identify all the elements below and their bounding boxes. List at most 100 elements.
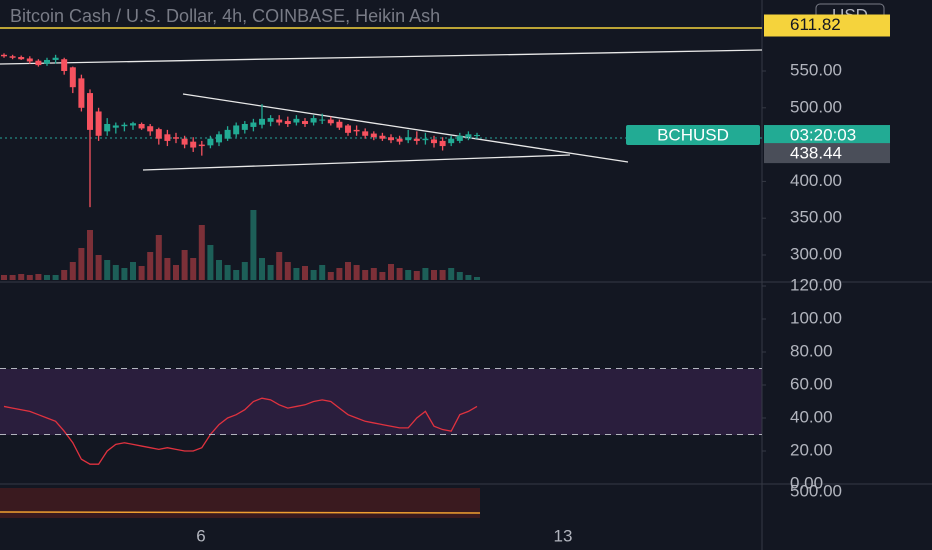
volume-bar	[207, 245, 214, 280]
candle-body	[1, 54, 7, 57]
candle-body	[431, 139, 437, 144]
volume-bar	[121, 268, 128, 280]
candle-body	[216, 134, 222, 143]
candle-body	[267, 118, 274, 122]
rsi-label: 40.00	[790, 407, 833, 426]
volume-bar	[130, 262, 136, 280]
candle-body	[345, 125, 351, 133]
candle-body	[362, 131, 369, 136]
candle-body	[233, 125, 240, 135]
candle-body	[138, 123, 145, 129]
volume-bar	[336, 268, 343, 280]
countdown-badge	[764, 125, 890, 146]
price-label: 350.00	[790, 208, 842, 227]
candle-body	[112, 125, 119, 128]
volume-bar	[284, 262, 291, 280]
volume-bar	[276, 252, 283, 280]
volume-bar	[216, 260, 222, 280]
bottom-pane-label: 500.00	[790, 481, 842, 500]
volume-bar	[353, 265, 360, 280]
candle-body	[121, 124, 128, 127]
volume-bar	[44, 275, 50, 280]
rsi-label: 100.00	[790, 308, 842, 327]
symbol-badge	[626, 125, 760, 146]
volume-bar	[18, 274, 25, 280]
price-label: 550.00	[790, 60, 842, 79]
chart-title: Bitcoin Cash / U.S. Dollar, 4h, COINBASE…	[10, 6, 440, 26]
candle-body	[173, 137, 179, 139]
trend-line	[182, 93, 629, 163]
volume-bar	[26, 275, 33, 280]
bottom-pane-line	[0, 511, 481, 514]
volume-bar	[155, 235, 162, 280]
candle-body	[190, 141, 197, 148]
rsi-line	[3, 397, 478, 465]
volume-bar	[1, 275, 7, 280]
volume-bar	[474, 277, 480, 280]
volume-bar	[405, 270, 412, 280]
candle-body	[164, 134, 171, 141]
volume-bar	[95, 255, 102, 280]
volume-bar	[362, 270, 369, 280]
rsi-label: 20.00	[790, 440, 833, 459]
series	[0, 53, 762, 465]
price-label: 500.00	[790, 97, 842, 116]
volume-bar	[379, 272, 386, 280]
volume-bar	[61, 270, 68, 280]
volume-bar	[456, 272, 463, 280]
rsi-label: 60.00	[790, 374, 833, 393]
volume-bar	[9, 275, 16, 280]
volume-bar	[422, 268, 429, 280]
candle-body	[413, 138, 420, 141]
volume-bar	[302, 266, 308, 280]
volume-bar	[112, 265, 119, 280]
candle-body	[130, 123, 136, 126]
volume-bar	[439, 270, 446, 280]
volume-bar	[35, 274, 42, 280]
volume-bar	[345, 262, 351, 280]
time-label: 13	[554, 526, 573, 545]
trend-line	[0, 49, 763, 65]
high-badge-label: 611.82	[790, 15, 841, 34]
candle-body	[456, 135, 463, 141]
candle-body	[26, 58, 33, 62]
volume-bar	[78, 248, 85, 280]
candle-body	[405, 137, 412, 141]
volume-bar	[173, 265, 179, 280]
rsi-label: 120.00	[790, 275, 842, 294]
candle-body	[18, 57, 25, 60]
volume-bar	[431, 270, 437, 280]
volume-bar	[241, 262, 248, 280]
candle-body	[9, 56, 16, 58]
volume-bar	[267, 265, 274, 280]
volume-bar	[465, 275, 472, 280]
low-badge	[764, 143, 890, 164]
volume-bar	[413, 271, 420, 280]
volume-bar	[190, 258, 197, 280]
volume-bar	[69, 262, 76, 280]
candle-body	[207, 138, 214, 146]
candle-body	[198, 144, 205, 147]
candle-body	[474, 135, 480, 137]
volume-bar	[396, 268, 403, 280]
candle-body	[241, 123, 248, 130]
candle-body	[302, 121, 308, 124]
candle-body	[35, 60, 42, 66]
volume-bar	[388, 264, 394, 280]
volume-bar	[52, 275, 59, 280]
volume-bar	[448, 268, 455, 280]
price-label: 400.00	[790, 171, 842, 190]
candle-body	[465, 134, 472, 138]
volume-bar	[319, 265, 326, 280]
candle-body	[87, 93, 93, 130]
volume-bar	[224, 265, 231, 280]
candle-body	[439, 140, 446, 147]
candle-body	[44, 59, 50, 64]
candle-body	[396, 138, 403, 142]
candle-body	[250, 122, 257, 127]
candle-body	[284, 121, 291, 124]
volume-bar	[327, 272, 334, 280]
volume-bar	[370, 268, 377, 280]
candle-body	[52, 57, 59, 60]
